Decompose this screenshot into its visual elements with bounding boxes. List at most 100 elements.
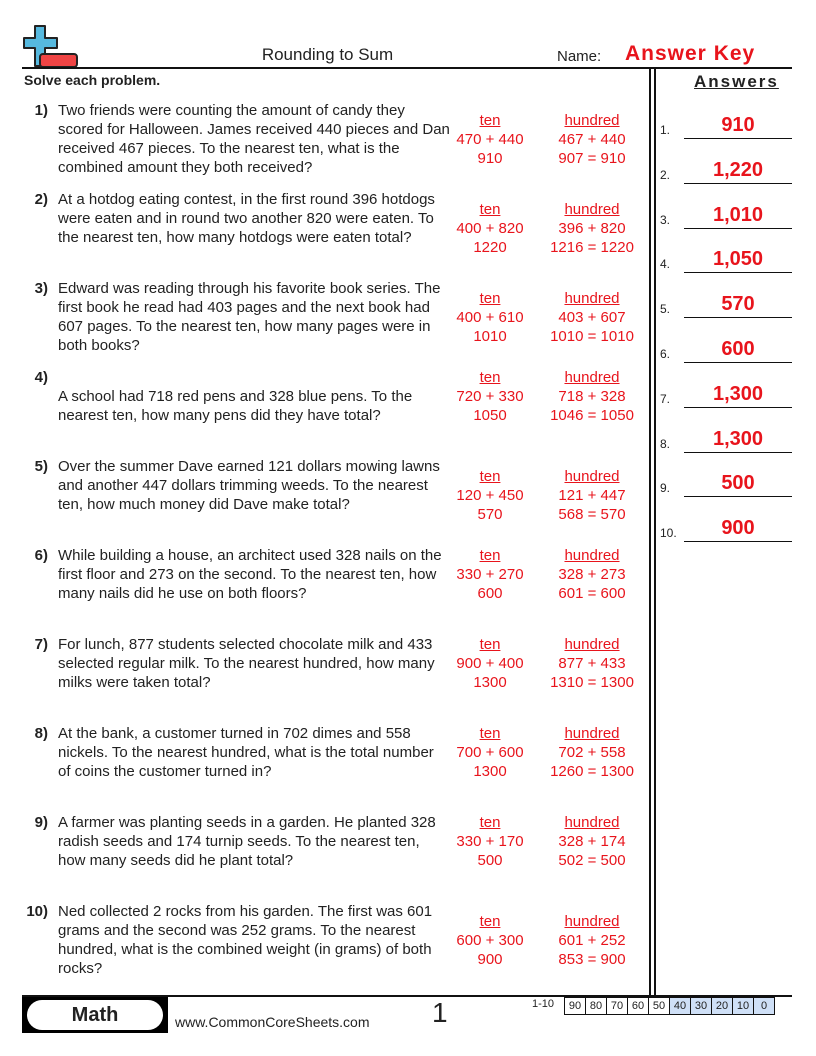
answer-number: 1. <box>660 123 671 137</box>
footer-divider <box>22 995 792 997</box>
hundred-result: 502 = 500 <box>558 852 626 869</box>
answer-value[interactable]: 600 <box>721 338 755 360</box>
answer-value[interactable]: 500 <box>721 472 755 495</box>
hundred-label: hundred <box>564 725 620 742</box>
score-cell: 10 <box>732 998 753 1014</box>
ten-expression: 470 + 440 <box>456 131 524 148</box>
hundred-label: hundred <box>564 290 620 307</box>
answer-line <box>684 362 792 363</box>
ten-label: ten <box>479 636 501 653</box>
instructions: Solve each problem. <box>24 72 161 88</box>
problem-text: A farmer was planting seeds in a garden.… <box>58 814 436 869</box>
answer-row: 5. 570 <box>660 288 792 319</box>
hundred-work: hundred 403 + 607 1010 = 1010 <box>532 289 652 346</box>
ten-work: ten 330 + 170 500 <box>430 813 550 870</box>
answer-line <box>684 182 792 184</box>
ten-label: ten <box>479 814 501 831</box>
ten-work: ten 400 + 610 1010 <box>430 289 550 346</box>
ten-label: ten <box>479 290 501 307</box>
problem-number: 9) <box>34 814 48 831</box>
ten-result: 1300 <box>473 763 507 780</box>
problem-text: For lunch, 877 students selected chocola… <box>58 636 435 691</box>
problem-number: 5) <box>34 458 48 475</box>
answer-value[interactable]: 570 <box>721 293 755 316</box>
ten-result: 500 <box>477 852 503 869</box>
answer-value[interactable]: 1,010 <box>712 203 764 226</box>
column-divider <box>649 69 651 996</box>
answer-row: 9. 500 <box>660 467 792 498</box>
ten-result: 1050 <box>473 407 507 424</box>
ten-expression: 600 + 300 <box>456 932 524 949</box>
problem-text: At the bank, a customer turned in 702 di… <box>58 725 434 780</box>
problem-text: At a hotdog eating contest, in the first… <box>58 191 435 246</box>
ten-work: ten 470 + 440 910 <box>430 111 550 168</box>
hundred-label: hundred <box>564 369 620 386</box>
answer-row: 8. 1,300 <box>660 423 792 453</box>
hundred-expression: 467 + 440 <box>558 131 626 148</box>
score-cell: 60 <box>627 998 648 1014</box>
score-cell: 50 <box>648 998 669 1014</box>
ten-result: 1010 <box>473 328 507 345</box>
score-cell: 80 <box>585 998 606 1014</box>
answer-value[interactable]: 1,050 <box>712 248 764 271</box>
answer-line <box>684 227 792 229</box>
answer-row: 4. 1,050 <box>660 243 792 274</box>
score-cell: 70 <box>606 998 627 1014</box>
hundred-result: 1046 = 1050 <box>550 407 634 424</box>
answer-number: 8. <box>660 436 671 451</box>
answer-row: 1. 910 <box>660 109 792 139</box>
problem-text: Ned collected 2 rocks from his garden. T… <box>58 903 433 977</box>
page-number: 1 <box>432 997 448 1028</box>
answer-number: 3. <box>660 212 671 227</box>
answer-number: 5. <box>660 302 671 317</box>
ten-result: 900 <box>477 951 503 968</box>
score-cell: 0 <box>753 998 774 1014</box>
hundred-result: 1310 = 1300 <box>550 674 634 691</box>
problem-number: 8) <box>34 725 48 742</box>
hundred-label: hundred <box>564 814 620 831</box>
ten-label: ten <box>479 468 501 485</box>
answers-heading: Answers <box>694 72 779 91</box>
hundred-work: hundred 877 + 433 1310 = 1300 <box>532 635 652 692</box>
worksheet-title: Rounding to Sum <box>261 45 394 64</box>
answer-number: 6. <box>660 347 671 361</box>
score-table: 90 80 70 60 50 40 30 20 10 0 <box>564 997 775 1015</box>
hundred-result: 601 = 600 <box>558 585 626 602</box>
answer-value[interactable]: 1,300 <box>712 427 764 450</box>
answer-row: 6. 600 <box>660 333 792 363</box>
ten-work: ten 330 + 270 600 <box>430 546 550 603</box>
answer-value[interactable]: 910 <box>721 114 755 136</box>
hundred-result: 1216 = 1220 <box>550 239 634 256</box>
answer-value[interactable]: 1,220 <box>712 158 764 181</box>
header-divider <box>22 67 792 69</box>
hundred-label: hundred <box>564 201 620 218</box>
hundred-work: hundred 702 + 558 1260 = 1300 <box>532 724 652 781</box>
answer-row: 3. 1,010 <box>660 199 792 229</box>
answer-number: 9. <box>660 481 671 496</box>
hundred-label: hundred <box>564 468 620 485</box>
hundred-expression: 328 + 273 <box>558 566 626 583</box>
answer-key-label: Answer Key <box>625 42 756 65</box>
answer-value[interactable]: 900 <box>721 517 755 540</box>
hundred-result: 1260 = 1300 <box>550 763 634 780</box>
hundred-expression: 121 + 447 <box>558 487 626 504</box>
hundred-label: hundred <box>564 913 620 930</box>
site-url[interactable]: www.CommonCoreSheets.com <box>175 1014 370 1030</box>
score-cell: 30 <box>690 998 711 1014</box>
score-cell: 90 <box>565 998 585 1014</box>
hundred-label: hundred <box>564 112 620 129</box>
problem-number: 6) <box>34 547 48 564</box>
answer-number: 7. <box>660 391 671 406</box>
ten-expression: 720 + 330 <box>456 388 524 405</box>
ten-expression: 700 + 600 <box>456 744 524 761</box>
answer-number: 2. <box>660 167 671 182</box>
ten-work: ten 120 + 450 570 <box>430 467 550 524</box>
score-range-label: 1-10 <box>532 998 555 1010</box>
hundred-result: 1010 = 1010 <box>550 328 634 345</box>
problem-text: Over the summer Dave earned 121 dollars … <box>58 458 440 513</box>
problem-number: 2) <box>34 191 48 208</box>
ten-expression: 330 + 170 <box>456 833 524 850</box>
answer-value[interactable]: 1,300 <box>712 382 764 405</box>
problem-text: A school had 718 red pens and 328 blue p… <box>58 388 413 424</box>
